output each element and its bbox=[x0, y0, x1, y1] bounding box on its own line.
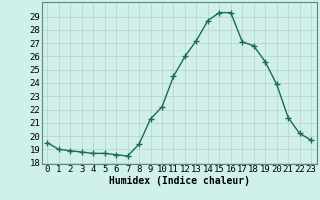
X-axis label: Humidex (Indice chaleur): Humidex (Indice chaleur) bbox=[109, 176, 250, 186]
